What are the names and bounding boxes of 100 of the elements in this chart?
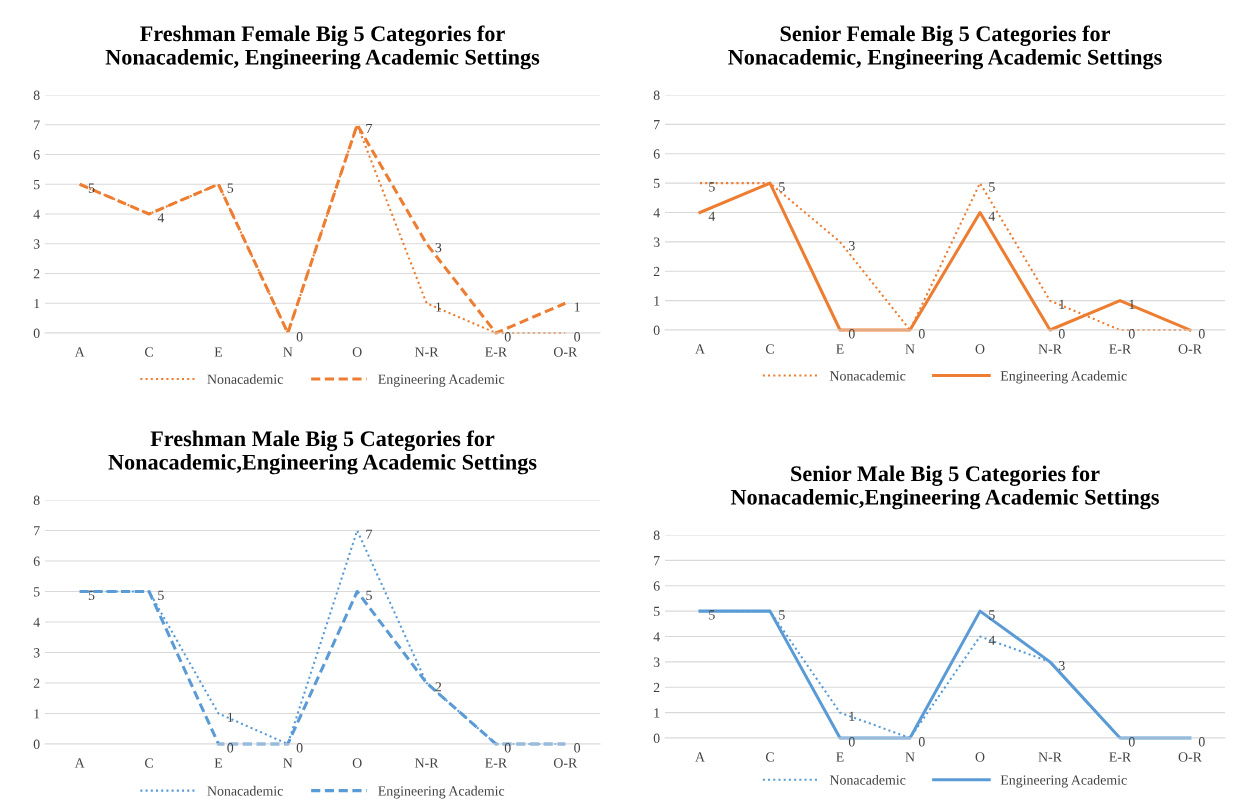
data-label: 2: [435, 682, 442, 692]
data-label: 5: [779, 610, 785, 620]
x-tick-label: E-R: [485, 347, 508, 357]
data-label: 0: [848, 737, 855, 747]
y-tick-label: 2: [653, 682, 660, 693]
y-tick-label: 1: [654, 296, 660, 306]
legend-label: Nonacademic: [829, 370, 906, 381]
data-label: 5: [158, 590, 164, 600]
chart-title: Senior Male Big 5 Categories for Nonacademic,Engineering Academic Settings: [730, 465, 1159, 510]
y-tick-label: 1: [34, 298, 40, 309]
y-tick-label: 5: [654, 606, 660, 617]
x-tick-label: C: [145, 347, 153, 357]
legend-label: Engineering Academic: [378, 785, 505, 799]
y-tick-label: 4: [653, 632, 660, 642]
y-tick-label: 0: [653, 733, 660, 743]
data-label: 3: [849, 241, 855, 251]
data-label: 5: [989, 182, 995, 192]
x-tick-label: O: [352, 758, 362, 768]
y-tick-label: 5: [34, 587, 40, 597]
legend-label: Engineering Academic: [378, 374, 505, 387]
x-tick-label: E-R: [485, 758, 508, 768]
y-tick-label: 0: [33, 328, 40, 338]
data-label: 5: [227, 183, 234, 193]
y-tick-label: 3: [33, 239, 40, 249]
y-tick-label: 3: [653, 237, 660, 247]
x-tick-label: O-R: [553, 347, 578, 357]
data-label: 1: [436, 302, 442, 312]
chart-title: Freshman Male Big 5 Categories for Nonacademic,Engineering Academic Settings: [108, 430, 537, 475]
y-tick-label: 6: [33, 556, 40, 566]
y-tick-label: 0: [653, 325, 660, 335]
data-label: 4: [988, 635, 996, 645]
x-tick-label: C: [765, 344, 774, 354]
x-tick-label: O-R: [1178, 344, 1202, 354]
y-tick-label: 7: [654, 556, 660, 566]
x-tick-label: E-R: [1109, 752, 1132, 762]
data-label: 5: [709, 182, 715, 192]
legend-label: Engineering Academic: [1000, 370, 1127, 384]
y-tick-label: 1: [34, 709, 40, 719]
chart-title: Senior Female Big 5 Categories for Nonacademic, Engineering Academic Settings: [728, 25, 1162, 70]
data-label: 0: [227, 743, 234, 753]
x-tick-label: N-R: [415, 758, 439, 768]
data-label: 7: [366, 123, 373, 134]
x-tick-label: O-R: [553, 758, 578, 768]
x-tick-label: O: [975, 344, 985, 354]
y-tick-label: 6: [653, 581, 660, 591]
data-label: 5: [989, 610, 995, 620]
x-tick-label: A: [695, 344, 705, 354]
data-label: 4: [157, 213, 165, 223]
data-label: 4: [708, 211, 716, 221]
y-tick-label: 6: [653, 149, 660, 159]
x-tick-label: E: [836, 344, 844, 354]
y-tick-label: 5: [34, 179, 40, 190]
y-tick-label: 2: [33, 678, 40, 688]
data-label: 0: [504, 743, 511, 753]
y-tick-label: 7: [34, 526, 40, 536]
x-tick-label: N-R: [415, 347, 439, 357]
data-label: 3: [1059, 661, 1065, 671]
y-tick-label: 8: [653, 530, 660, 540]
x-tick-label: C: [765, 752, 774, 762]
data-label: 0: [1128, 737, 1135, 747]
data-label: 0: [1058, 329, 1065, 339]
x-tick-label: N-R: [1038, 752, 1062, 762]
data-label: 1: [849, 711, 855, 721]
legend-label: Nonacademic: [829, 774, 906, 785]
x-tick-label: N: [283, 758, 293, 768]
y-tick-label: 4: [33, 209, 40, 219]
x-tick-label: O-R: [1178, 752, 1202, 762]
data-label: 0: [1198, 737, 1205, 747]
data-label: 0: [574, 743, 581, 753]
data-label: 0: [296, 743, 303, 753]
data-label: 0: [1128, 329, 1135, 339]
x-tick-label: A: [695, 752, 705, 762]
y-tick-label: 8: [33, 495, 40, 505]
y-tick-label: 6: [33, 150, 40, 160]
y-tick-label: 2: [33, 269, 40, 279]
y-tick-label: 3: [653, 657, 660, 667]
data-label: 0: [574, 332, 581, 342]
data-label: 1: [1059, 299, 1065, 309]
data-label: 3: [435, 242, 442, 253]
x-tick-label: N: [905, 344, 915, 354]
x-tick-label: N: [283, 347, 293, 357]
x-tick-label: E: [836, 752, 844, 762]
data-label: 1: [227, 712, 233, 722]
y-tick-label: 8: [33, 90, 40, 100]
data-label: 5: [709, 610, 715, 620]
y-tick-label: 7: [34, 120, 40, 130]
x-tick-label: O: [975, 752, 985, 762]
y-tick-label: 4: [653, 208, 660, 218]
data-label: 0: [918, 737, 925, 747]
chart-title: Freshman Female Big 5 Categories for Nonacademic, Engineering Academic Settings: [105, 25, 540, 70]
y-tick-label: 0: [33, 739, 40, 749]
data-label: 7: [366, 529, 373, 539]
x-tick-label: N: [905, 752, 915, 762]
data-label: 0: [504, 332, 511, 342]
y-tick-label: 4: [33, 617, 40, 627]
x-tick-label: O: [352, 347, 362, 357]
data-label: 5: [779, 182, 785, 192]
x-tick-label: E-R: [1109, 344, 1132, 354]
legend-label: Nonacademic: [207, 785, 283, 796]
data-label: 5: [88, 590, 95, 600]
